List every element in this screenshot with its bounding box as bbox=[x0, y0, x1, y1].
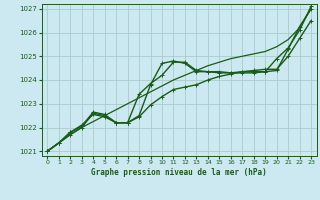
X-axis label: Graphe pression niveau de la mer (hPa): Graphe pression niveau de la mer (hPa) bbox=[91, 168, 267, 177]
